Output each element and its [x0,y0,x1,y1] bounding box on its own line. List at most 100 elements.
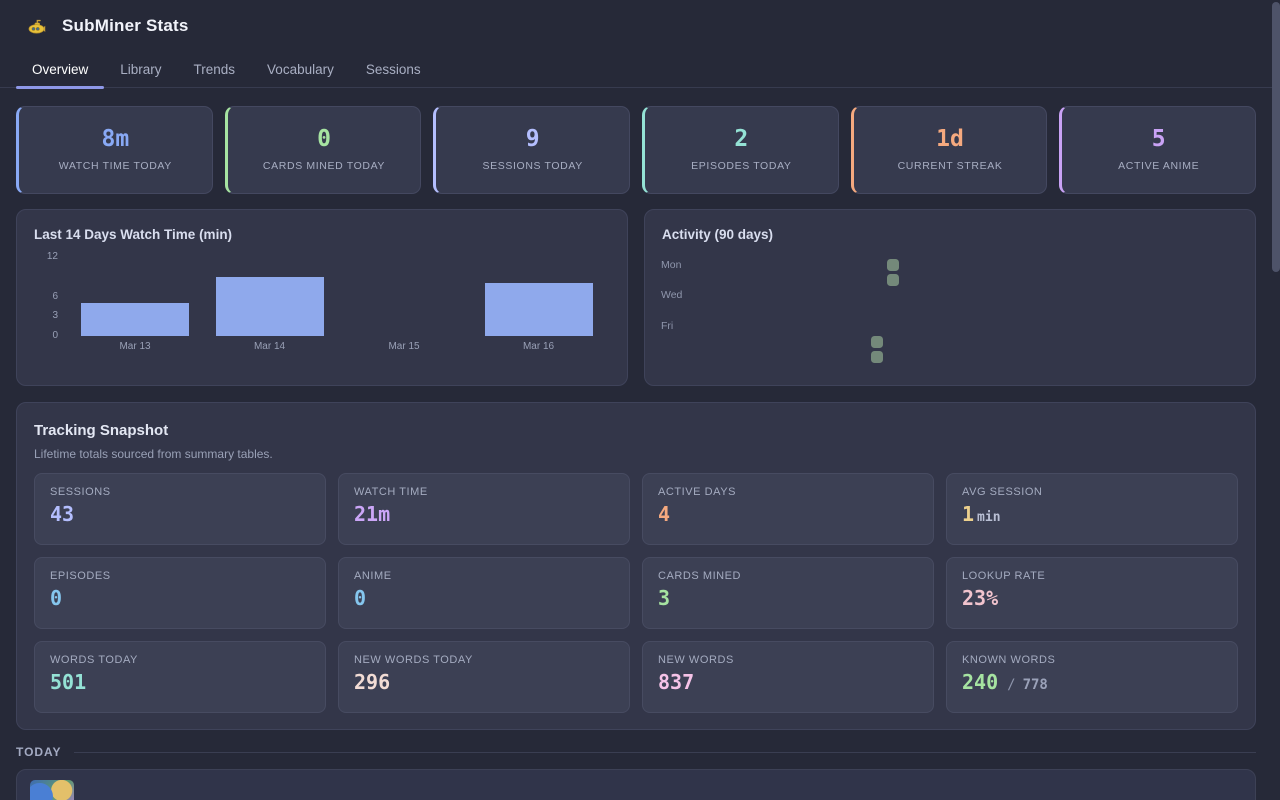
stat-card-watch-time-today: 8m WATCH TIME TODAY [16,106,213,194]
heatmap-day-label: Mon [661,258,682,271]
metric-value: 837 [658,670,695,694]
y-axis-tick: 6 [52,290,58,302]
metric-value-row: 240 / 778 [962,672,1222,693]
stat-card-episodes-today: 2 EPISODES TODAY [642,106,839,194]
watch-time-bar [484,283,593,336]
metric-value-row: 296 [354,672,614,692]
tracking-title: Tracking Snapshot [34,422,169,439]
metric-new-words-today: NEW WORDS TODAY 296 [338,641,630,713]
stat-card-current-streak: 1d CURRENT STREAK [850,106,1048,194]
stat-label: CURRENT STREAK [897,160,1003,172]
metric-new-words: NEW WORDS 837 [642,641,934,713]
metric-value-row: 0 [354,588,614,608]
stat-label: WATCH TIME TODAY [58,160,172,172]
watch-time-bar [215,276,324,336]
metric-value: 0 [354,586,367,610]
metric-value-row: 1 min [962,504,1222,525]
metric-anime: ANIME 0 [338,557,630,629]
metric-value-row: 4 [658,504,918,524]
tab-overview[interactable]: Overview [16,52,105,89]
metric-label: ANIME [354,570,392,582]
tab-sessions[interactable]: Sessions [350,52,437,87]
metric-label: ACTIVE DAYS [658,486,736,498]
heatmap-active-cell [886,258,899,271]
metric-watch-time: WATCH TIME 21m [338,473,630,545]
metric-label: LOOKUP RATE [962,570,1046,582]
metric-sessions: SESSIONS 43 [34,473,326,545]
metric-label: SESSIONS [50,486,111,498]
stat-value: 0 [317,126,331,152]
watch-time-bar [81,303,189,336]
heatmap-active-cell [886,273,899,286]
metric-value: 4 [658,502,671,526]
metric-value: 43 [50,502,75,526]
scrollbar-thumb[interactable] [1272,2,1280,272]
y-axis-tick: 12 [46,251,58,263]
metric-label: NEW WORDS [658,654,734,666]
stat-value: 1d [936,126,964,152]
metric-value: 23% [962,586,999,610]
metric-value: 501 [50,670,87,694]
activity-heatmap-panel: Activity (90 days) Mon Wed Fri [644,209,1256,386]
stat-value: 5 [1151,126,1166,152]
metric-known-words: KNOWN WORDS 240 / 778 [946,641,1238,713]
x-axis-label: Mar 13 [119,341,151,352]
tracking-metrics-grid: SESSIONS 43 WATCH TIME 21m ACTIVE DAYS 4 AVG S… [34,473,1238,713]
metric-label: NEW WORDS TODAY [354,654,473,666]
today-section: TODAY [16,744,1256,800]
metric-value-row: 43 [50,504,310,524]
tracking-subtitle: Lifetime totals sourced from summary tab… [34,447,273,461]
tab-trends[interactable]: Trends [178,52,252,87]
page-title: SubMiner Stats [62,16,189,35]
metric-label: AVG SESSION [962,486,1043,498]
x-axis-label: Mar 14 [253,341,286,352]
metric-value: 1 [962,502,975,526]
stat-label: CARDS MINED TODAY [262,160,386,172]
stat-value: 2 [734,126,749,152]
metric-value: 0 [50,586,63,610]
heatmap-day-label: Wed [661,289,683,302]
heatmap-active-cell [871,350,884,363]
chart-title: Last 14 Days Watch Time (min) [34,227,233,242]
tab-library[interactable]: Library [104,52,177,87]
tab-vocabulary[interactable]: Vocabulary [251,52,350,87]
metric-separator: / [1007,677,1016,693]
heatmap-title: Activity (90 days) [662,227,774,242]
metric-label: CARDS MINED [658,570,742,582]
charts-row: Last 14 Days Watch Time (min) 12 6 3 0 Mar 1… [16,209,1256,386]
metric-episodes: EPISODES 0 [34,557,326,629]
watch-time-chart-panel: Last 14 Days Watch Time (min) 12 6 3 0 Mar 1… [16,209,628,386]
metric-label: WATCH TIME [354,486,428,498]
metric-value-row: 837 [658,672,918,692]
today-session-item[interactable] [16,769,1256,800]
y-axis-tick: 0 [52,330,58,341]
stat-card-sessions-today: 9 SESSIONS TODAY [433,106,631,194]
today-header: TODAY [16,744,1256,760]
metric-label: EPISODES [50,570,111,582]
submarine-icon [27,17,46,36]
metric-value-row: 3 [658,588,918,608]
x-axis-label: Mar 16 [522,341,555,352]
metric-words-today: WORDS TODAY 501 [34,641,326,713]
metric-value: 3 [658,586,671,610]
metric-cards-mined: CARDS MINED 3 [642,557,934,629]
x-axis-label: Mar 15 [388,341,420,352]
metric-value: 296 [354,670,391,694]
metric-value: 240 [962,670,999,694]
today-heading: TODAY [16,745,62,759]
metric-avg-session: AVG SESSION 1 min [946,473,1238,545]
episode-thumbnail [30,780,74,800]
stat-label: ACTIVE ANIME [1118,160,1200,172]
metric-value-row: 23% [962,588,1222,608]
section-divider [74,751,1256,753]
app-header: SubMiner Stats [0,0,1280,52]
tracking-snapshot-panel: Tracking Snapshot Lifetime totals source… [16,402,1256,730]
metric-value-row: 501 [50,672,310,692]
metric-unit: min [977,510,1001,525]
heatmap-day-label: Fri [661,320,674,333]
stat-card-active-anime: 5 ACTIVE ANIME [1059,106,1257,194]
metric-label: WORDS TODAY [50,654,138,666]
metric-value: 21m [354,502,391,526]
heatmap-active-cell [871,335,884,348]
